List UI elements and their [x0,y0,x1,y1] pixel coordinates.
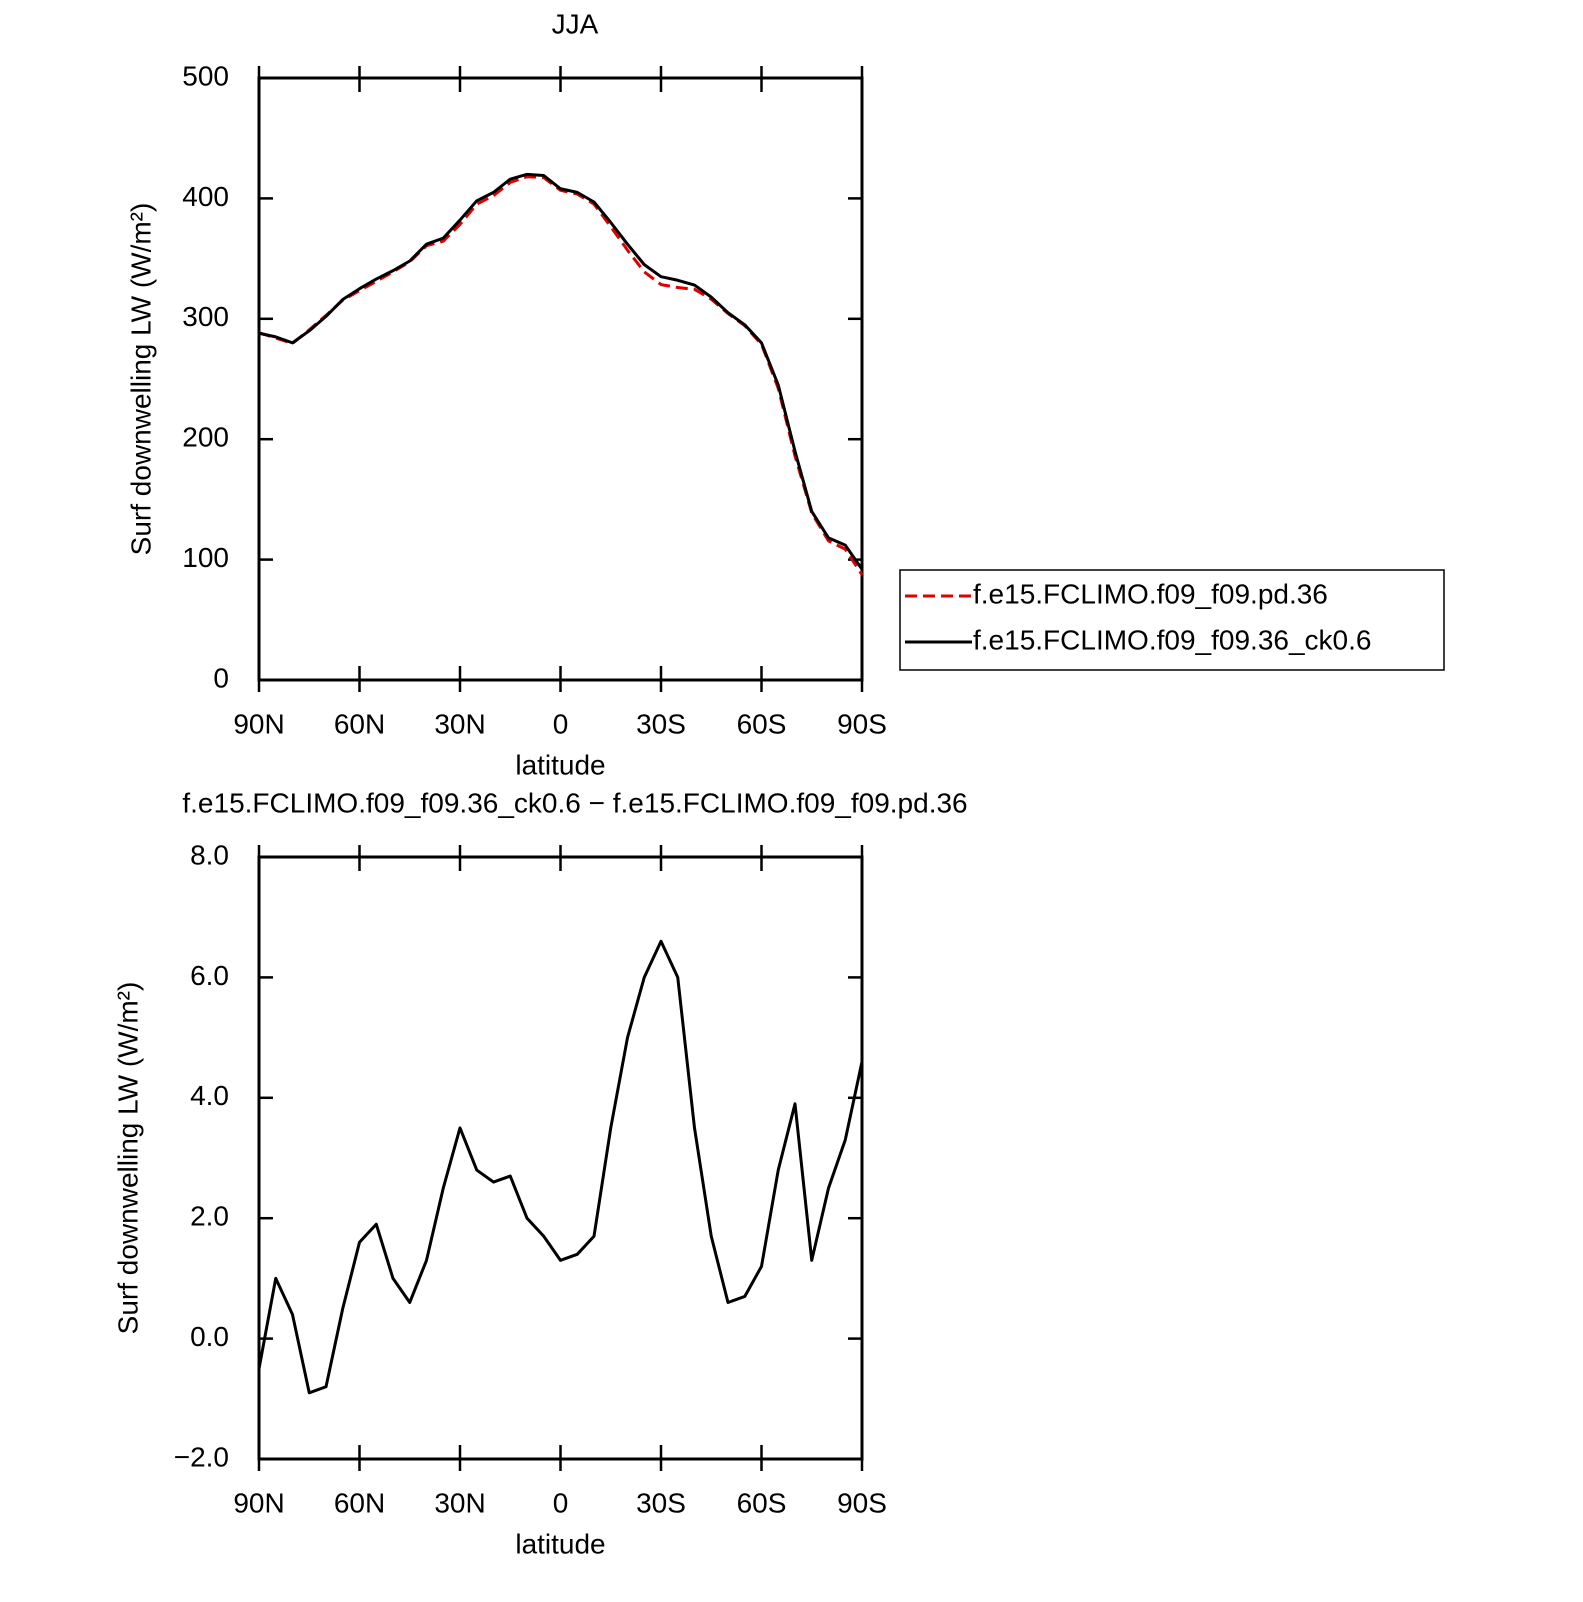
plot-frame [257,855,864,1461]
y-tick-label: 0 [213,662,229,693]
x-tick-label: 90N [233,708,284,739]
x-tick-label: 30S [636,708,686,739]
x-tick-label: 30N [434,708,485,739]
y-tick-label: 300 [182,301,229,332]
legend-label: f.e15.FCLIMO.f09_f09.36_ck0.6 [973,624,1371,655]
legend-box [899,569,1445,671]
x-tick-label: 60S [737,708,787,739]
x-axis-label: latitude [515,1528,605,1559]
y-tick-label: 400 [182,181,229,212]
y-axis-label: Surf downwelling LW (W/m²) [112,982,143,1335]
data-line [258,172,864,571]
x-tick-label: 30N [434,1487,485,1518]
x-axis-label: latitude [515,749,605,780]
chart-title: f.e15.FCLIMO.f09_f09.36_ck0.6 − f.e15.FC… [182,787,967,818]
x-tick-label: 30S [636,1487,686,1518]
legend-label: f.e15.FCLIMO.f09_f09.pd.36 [973,578,1328,609]
x-tick-label: 90N [233,1487,284,1518]
y-tick-label: 500 [182,60,229,91]
x-tick-label: 60S [737,1487,787,1518]
plot-frame [257,76,864,682]
y-tick-label: 0.0 [190,1321,229,1352]
chart-title: JJA [552,8,599,39]
y-tick-label: −2.0 [174,1441,229,1472]
x-tick-label: 60N [334,708,385,739]
y-axis-label: Surf downwelling LW (W/m²) [125,203,156,556]
data-line [258,175,864,576]
x-tick-label: 90S [837,708,887,739]
data-line [257,939,864,1395]
x-tick-label: 0 [553,1487,569,1518]
x-tick-label: 0 [553,708,569,739]
x-tick-label: 90S [837,1487,887,1518]
x-tick-label: 60N [334,1487,385,1518]
y-tick-label: 6.0 [190,960,229,991]
y-tick-label: 8.0 [190,839,229,870]
y-tick-label: 2.0 [190,1201,229,1232]
y-tick-label: 100 [182,542,229,573]
y-tick-label: 200 [182,422,229,453]
y-tick-label: 4.0 [190,1080,229,1111]
